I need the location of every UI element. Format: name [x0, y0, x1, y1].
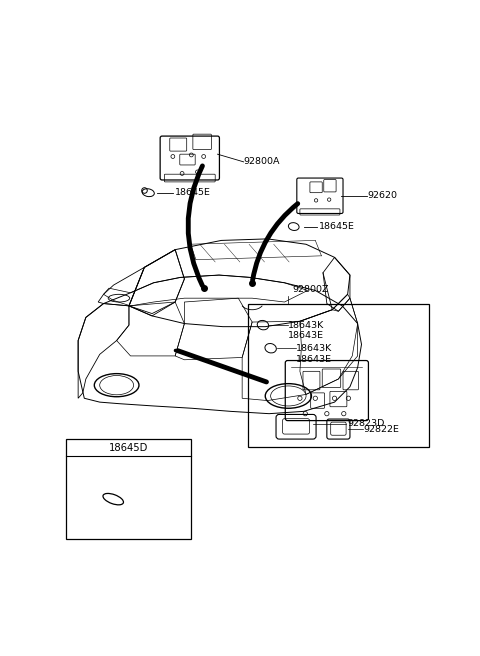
- Text: 18643K: 18643K: [288, 321, 324, 329]
- Text: 18645E: 18645E: [319, 222, 355, 231]
- Text: 92800Z: 92800Z: [292, 285, 329, 295]
- Text: 18643E: 18643E: [288, 331, 324, 340]
- Bar: [248, 304, 429, 447]
- Text: 18645D: 18645D: [108, 443, 148, 453]
- Text: 92822E: 92822E: [364, 424, 400, 434]
- Text: 92823D: 92823D: [348, 419, 385, 428]
- Text: 92620: 92620: [367, 192, 397, 200]
- Text: 18643E: 18643E: [296, 354, 332, 363]
- Text: 92800A: 92800A: [244, 157, 280, 167]
- Bar: [66, 439, 191, 539]
- Text: 18643K: 18643K: [296, 344, 332, 353]
- Text: 18645E: 18645E: [175, 188, 211, 197]
